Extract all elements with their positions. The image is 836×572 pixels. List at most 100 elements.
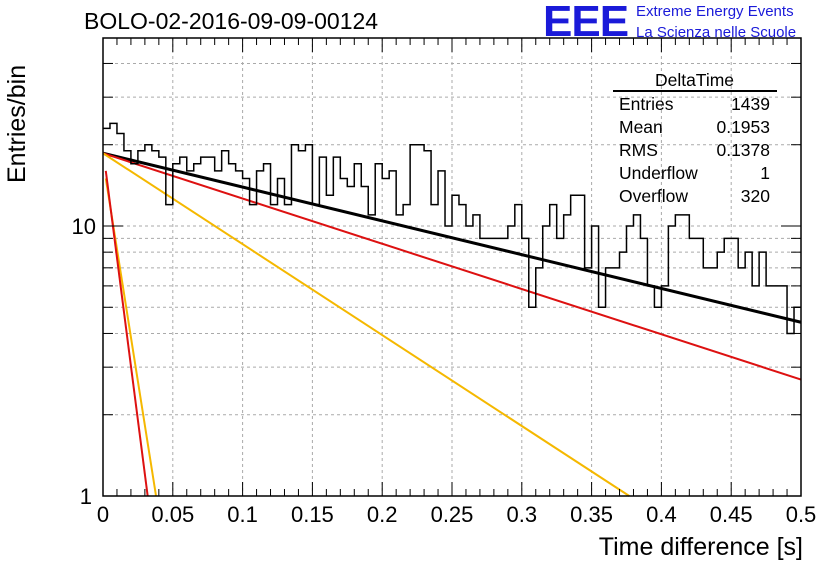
histogram-bin: [620, 252, 627, 496]
histogram-bin: [222, 151, 229, 496]
histogram-bin: [131, 164, 138, 496]
histogram-bin: [375, 164, 382, 496]
histogram-bin: [717, 252, 724, 496]
eee-logo: EEE: [543, 0, 629, 46]
x-tick-label: 0.4: [646, 502, 677, 527]
x-tick-label: 0.25: [430, 502, 474, 527]
histogram-bin: [647, 286, 654, 496]
histogram-bin: [159, 157, 166, 496]
stats-value: 320: [740, 186, 770, 206]
stats-row: Overflow 320: [619, 186, 770, 207]
logo-line-2: La Scienza nelle Scuole: [636, 24, 797, 41]
histogram-bin: [417, 145, 424, 496]
histogram-bin: [305, 145, 312, 496]
histogram-bin: [410, 145, 417, 496]
fit-curve: [102, 151, 802, 324]
x-tick-label: 0.35: [570, 502, 614, 527]
histogram-bin: [606, 268, 613, 496]
histogram-bin: [284, 205, 291, 496]
histogram-bin: [466, 226, 473, 496]
histogram-bin: [703, 268, 710, 496]
histogram-bin: [738, 268, 745, 496]
stats-row: Mean 0.1953: [619, 117, 770, 138]
histogram-bin: [152, 151, 159, 496]
histogram-bin: [550, 205, 557, 496]
stats-label: RMS: [619, 140, 658, 160]
histogram-bin: [543, 226, 550, 496]
histogram-bin: [682, 215, 689, 496]
histogram-bin: [752, 286, 759, 496]
histogram-bin: [654, 307, 661, 496]
plot-title: BOLO-02-2016-09-09-00124: [84, 8, 379, 34]
fit-curve: [102, 152, 630, 497]
stats-row: RMS 0.1378: [619, 140, 770, 161]
x-tick-label: 0.15: [290, 502, 334, 527]
y-tick-label-1: 1: [79, 484, 92, 509]
stats-value: 0.1953: [716, 117, 770, 137]
histogram-bin: [508, 226, 515, 496]
x-tick-label: 0.2: [366, 502, 398, 527]
fit-curves: [102, 151, 802, 497]
histogram-bin: [585, 268, 592, 496]
histogram-bin: [117, 134, 124, 496]
x-tick-label: 0.45: [709, 502, 753, 527]
histogram-bin: [571, 195, 578, 496]
histogram-bin: [201, 157, 208, 496]
histogram-bin: [361, 187, 368, 496]
histogram-bin: [431, 205, 438, 496]
histogram-series: [103, 122, 801, 496]
fit-curve: [102, 152, 802, 381]
histogram-bin: [529, 307, 536, 496]
histogram-bin: [627, 226, 634, 496]
x-tick-label: 0: [96, 502, 110, 527]
histogram-bin: [745, 252, 752, 496]
histogram-bin: [312, 205, 319, 496]
stats-value: 0.1378: [716, 140, 770, 160]
stats-value: 1: [760, 163, 770, 183]
x-tick-label: 0.1: [227, 502, 258, 527]
stats-value: 1439: [731, 94, 770, 114]
histogram-bin: [424, 151, 431, 496]
histogram-bin: [536, 268, 543, 496]
stats-label: Mean: [619, 117, 663, 137]
histogram-bin: [668, 226, 675, 496]
histogram-outline: [103, 122, 801, 335]
histogram-bin: [578, 195, 585, 496]
fit-curve: [104, 170, 149, 497]
histogram-bin: [208, 157, 215, 496]
y-axis-label: Entries/bin: [3, 64, 31, 183]
stats-label: Underflow: [619, 163, 698, 183]
histogram-bin: [633, 215, 640, 496]
histogram-bin: [396, 215, 403, 496]
histogram-bin: [759, 252, 766, 496]
histogram-bin: [473, 215, 480, 496]
histogram-bin: [459, 205, 466, 496]
stats-title: DeltaTime: [654, 70, 735, 90]
logo-line-1: Extreme Energy Events: [636, 3, 794, 20]
histogram-bin: [515, 205, 522, 496]
histogram-bin: [368, 215, 375, 496]
histogram-bin: [110, 123, 117, 496]
axis-ticks: [102, 38, 802, 497]
histogram-bin: [173, 164, 180, 496]
histogram-bin: [613, 268, 620, 496]
x-tick-label: 0.5: [785, 502, 817, 527]
histogram-bin: [166, 205, 173, 496]
x-axis-label: Time difference [s]: [598, 533, 803, 561]
stats-label: Overflow: [619, 186, 689, 206]
histogram-bin: [592, 226, 599, 496]
stats-row: Entries 1439: [619, 94, 770, 115]
histogram-bin: [599, 307, 606, 496]
histogram-bin: [271, 205, 278, 496]
histogram-bin: [661, 286, 668, 496]
y-tick-label-10: 10: [71, 214, 96, 239]
histogram-bin: [326, 195, 333, 496]
x-tick-label: 0.05: [151, 502, 195, 527]
histogram-bin: [794, 307, 801, 496]
histogram-bin: [264, 164, 271, 496]
histogram-bin: [229, 164, 236, 496]
x-tick-label: 0.3: [506, 502, 538, 527]
stats-label: Entries: [619, 94, 674, 114]
histogram-bin: [766, 286, 773, 496]
